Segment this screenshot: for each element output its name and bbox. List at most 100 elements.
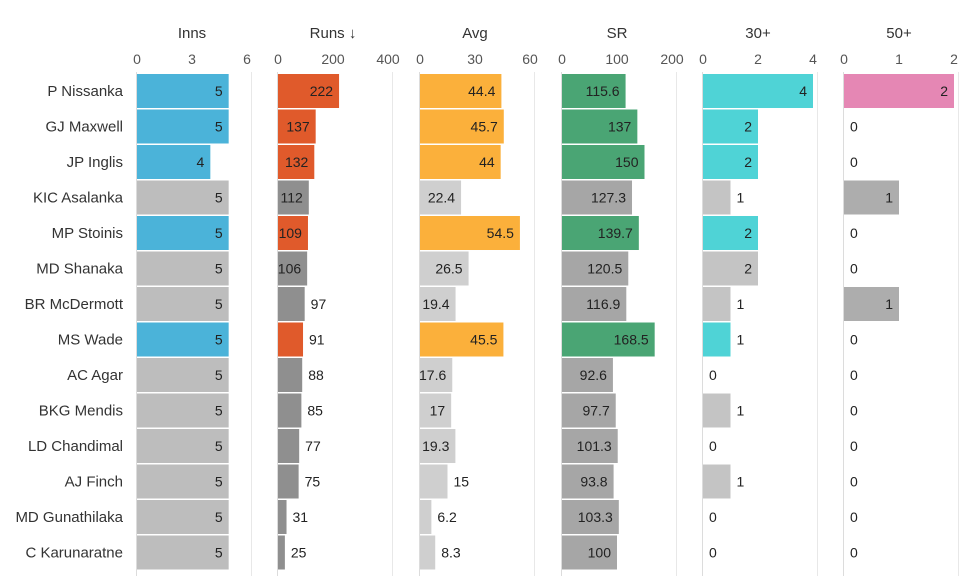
bar-avg [420, 216, 520, 250]
data-label-avg: 17.6 [419, 367, 446, 383]
data-label-thirties: 1 [737, 296, 745, 312]
bar-runs [278, 393, 302, 428]
data-label-runs: 222 [310, 83, 334, 99]
bar-runs [278, 74, 340, 108]
data-label-thirties: 4 [799, 83, 807, 99]
tick-label-thirties: 0 [699, 51, 707, 67]
data-label-fifties: 0 [850, 332, 858, 348]
data-label-runs: 91 [309, 332, 325, 348]
data-label-thirties: 2 [744, 154, 752, 170]
data-label-fifties: 0 [850, 261, 858, 277]
player-name: MP Stoinis [52, 225, 123, 242]
tick-label-runs: 200 [321, 51, 345, 67]
data-label-fifties: 0 [850, 438, 858, 454]
bar-avg [420, 358, 453, 392]
data-label-runs: 109 [279, 225, 303, 241]
data-label-inns: 5 [215, 296, 223, 312]
data-label-inns: 5 [215, 190, 223, 206]
data-label-runs: 88 [308, 367, 324, 383]
data-label-fifties: 0 [850, 367, 858, 383]
player-name: MD Shanaka [36, 261, 123, 278]
data-label-runs: 132 [285, 154, 309, 170]
data-label-sr: 137 [608, 119, 632, 135]
player-name: P Nissanka [47, 83, 123, 100]
bar-thirties [703, 145, 758, 179]
column-title-fifties: 50+ [886, 25, 912, 42]
bar-sr [562, 74, 626, 108]
column-title-sr: SR [607, 25, 628, 42]
bar-inns [137, 216, 229, 250]
tick-label-inns: 0 [133, 51, 141, 67]
data-label-sr: 101.3 [577, 438, 612, 454]
bar-runs [278, 251, 308, 286]
data-label-sr: 139.7 [598, 225, 633, 241]
data-label-inns: 5 [215, 261, 223, 277]
data-label-fifties: 0 [850, 403, 858, 419]
data-label-runs: 31 [293, 509, 309, 525]
bar-avg [420, 429, 456, 463]
data-label-sr: 115.6 [586, 83, 620, 99]
player-name: BKG Mendis [39, 403, 123, 420]
tick-label-avg: 30 [467, 51, 483, 67]
tick-label-runs: 400 [376, 51, 400, 67]
data-label-sr: 97.7 [582, 403, 609, 419]
tick-label-fifties: 2 [950, 51, 958, 67]
bar-sr [562, 180, 633, 215]
data-label-inns: 5 [215, 474, 223, 490]
player-name: JP Inglis [67, 154, 123, 171]
tick-label-inns: 3 [188, 51, 196, 67]
bar-avg [420, 322, 504, 357]
data-label-thirties: 1 [737, 332, 745, 348]
data-label-sr: 120.5 [587, 261, 622, 277]
data-label-runs: 106 [278, 261, 302, 277]
tick-label-fifties: 0 [840, 51, 848, 67]
player-name: KIC Asalanka [33, 190, 124, 207]
bar-avg [420, 393, 452, 428]
player-name: MS Wade [58, 332, 123, 349]
bar-thirties [703, 287, 731, 321]
data-label-thirties: 2 [744, 261, 752, 277]
data-label-sr: 93.8 [580, 474, 607, 490]
data-label-inns: 4 [197, 154, 205, 170]
data-label-fifties: 0 [850, 509, 858, 525]
bar-sr [562, 145, 645, 179]
tick-label-thirties: 4 [809, 51, 817, 67]
data-label-inns: 5 [215, 83, 223, 99]
bar-runs [278, 109, 316, 144]
data-label-thirties: 1 [737, 190, 745, 206]
data-label-runs: 137 [286, 119, 310, 135]
bar-inns [137, 429, 229, 463]
bar-inns [137, 393, 229, 428]
bar-sr [562, 393, 616, 428]
data-label-inns: 5 [215, 119, 223, 135]
data-label-fifties: 0 [850, 154, 858, 170]
bar-sr [562, 429, 618, 463]
bar-inns [137, 535, 229, 570]
bar-runs [278, 322, 304, 357]
bar-thirties [703, 251, 758, 286]
tick-label-avg: 0 [416, 51, 424, 67]
player-name: AJ Finch [65, 474, 123, 491]
bar-thirties [703, 464, 731, 499]
data-label-avg: 22.4 [428, 190, 455, 206]
data-label-runs: 25 [291, 545, 307, 561]
bar-fifties [844, 74, 954, 108]
data-label-inns: 5 [215, 403, 223, 419]
data-label-avg: 45.5 [470, 332, 497, 348]
bar-runs [278, 358, 303, 392]
data-label-thirties: 2 [744, 119, 752, 135]
bar-inns [137, 287, 229, 321]
bar-avg [420, 251, 469, 286]
data-label-thirties: 0 [709, 367, 717, 383]
bar-runs [278, 287, 305, 321]
bar-fifties [844, 180, 899, 215]
data-label-runs: 112 [280, 190, 303, 206]
data-label-runs: 85 [307, 403, 323, 419]
bar-thirties [703, 109, 758, 144]
data-label-runs: 75 [305, 474, 321, 490]
bar-avg [420, 464, 448, 499]
bar-avg [420, 500, 432, 534]
data-label-avg: 19.4 [422, 296, 449, 312]
bar-runs [278, 180, 309, 215]
